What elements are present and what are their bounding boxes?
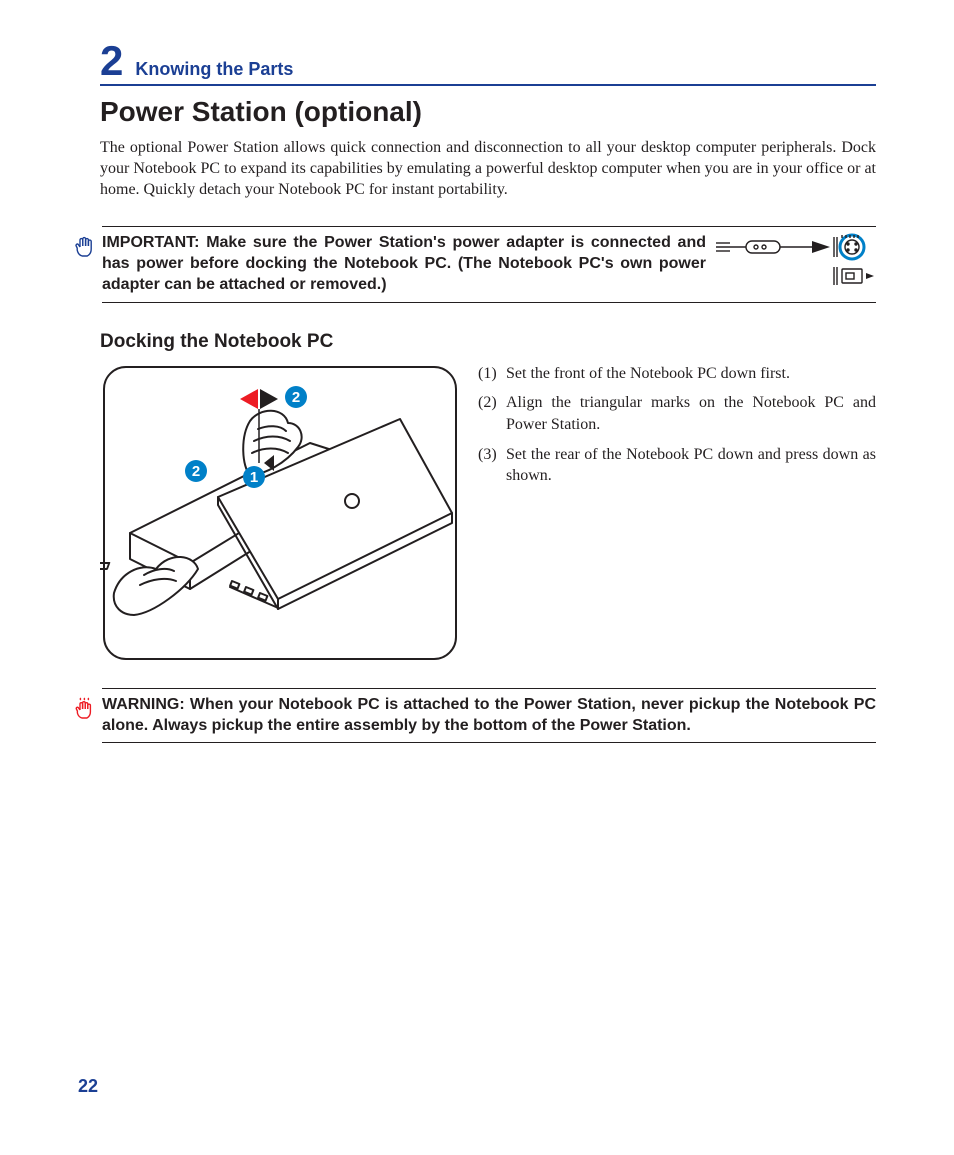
warning-callout: WARNING: When your Notebook PC is attach… [74,688,876,744]
chapter-header: 2 Knowing the Parts [100,40,876,86]
warning-body: When your Notebook PC is attached to the… [102,696,876,734]
chapter-number: 2 [100,40,123,82]
chapter-title: Knowing the Parts [135,59,293,80]
important-hand-icon [74,233,102,266]
docking-row: 2 2 1 (1) Set the front of the Notebook … [100,363,876,668]
section-intro: The optional Power Station allows quick … [100,138,876,200]
important-text: IMPORTANT: Make sure the Power Station's… [102,233,706,295]
marker-1: 1 [250,469,258,486]
warning-hot-icon [74,695,102,726]
docking-step-2: (2) Align the triangular marks on the No… [478,392,876,435]
docking-steps: (1) Set the front of the Notebook PC dow… [460,363,876,495]
marker-2a: 2 [292,389,300,406]
important-label: IMPORTANT: [102,234,199,251]
docking-figure: 2 2 1 [100,363,460,668]
step-3-text: Set the rear of the Notebook PC down and… [506,444,876,487]
docking-step-3: (3) Set the rear of the Notebook PC down… [478,444,876,487]
docking-step-1: (1) Set the front of the Notebook PC dow… [478,363,876,385]
step-2-num: (2) [478,392,506,435]
step-1-text: Set the front of the Notebook PC down fi… [506,363,790,385]
step-3-num: (3) [478,444,506,487]
warning-label: WARNING: [102,696,185,713]
docking-title: Docking the Notebook PC [100,331,876,353]
important-callout: IMPORTANT: Make sure the Power Station's… [74,226,876,302]
warning-text: WARNING: When your Notebook PC is attach… [102,695,876,737]
section-title: Power Station (optional) [100,96,876,128]
callout-divider-bottom [102,302,876,303]
step-1-num: (1) [478,363,506,385]
step-2-text: Align the triangular marks on the Notebo… [506,392,876,435]
marker-2b: 2 [192,463,200,480]
page-number: 22 [78,1076,98,1097]
power-adapter-diagram [706,233,876,294]
warning-divider-bottom [102,742,876,743]
